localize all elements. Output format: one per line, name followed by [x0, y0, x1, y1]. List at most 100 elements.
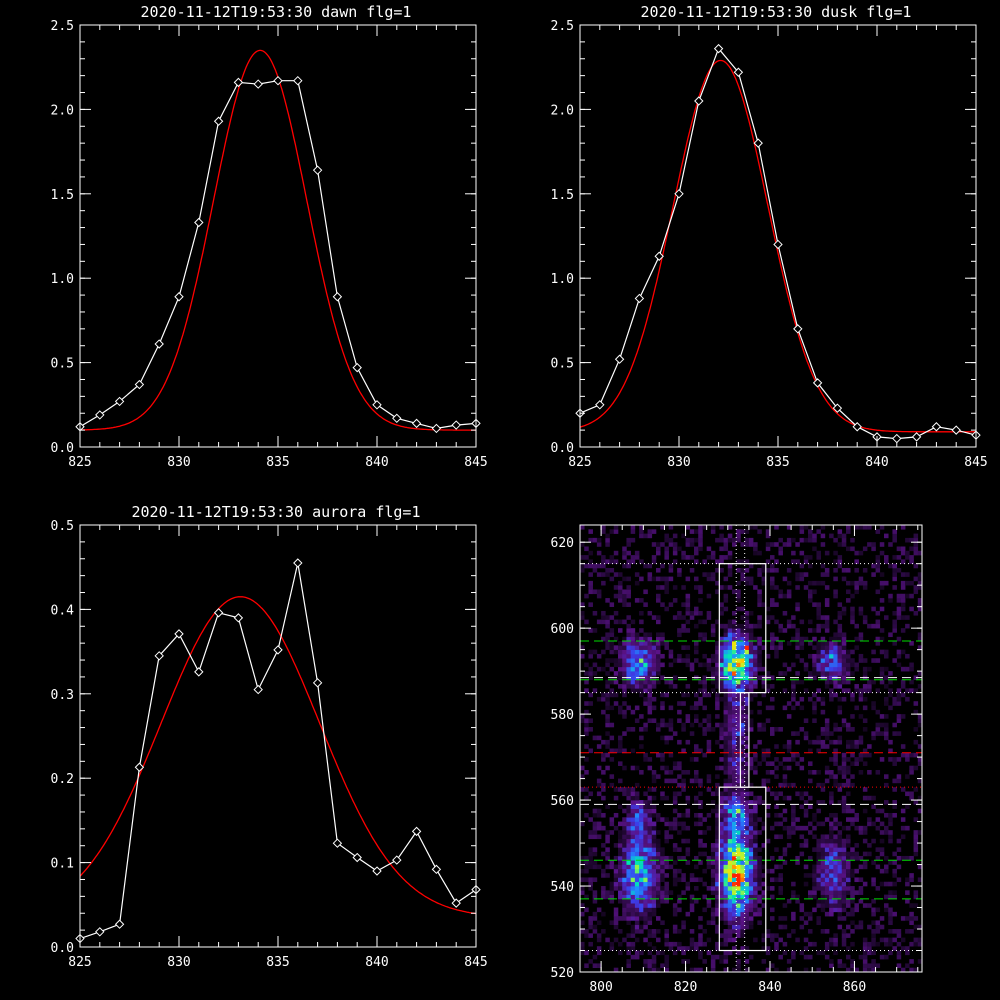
image-pixel: [723, 860, 729, 865]
image-pixel: [757, 868, 762, 874]
image-pixel: [837, 563, 843, 569]
image-pixel: [660, 675, 665, 681]
image-pixel: [850, 744, 855, 749]
image-pixel: [647, 705, 653, 711]
image-pixel: [765, 546, 771, 552]
image-pixel: [740, 739, 745, 745]
image-pixel: [643, 937, 648, 943]
image-pixel: [748, 679, 754, 685]
image-pixel: [702, 662, 707, 668]
image-pixel: [723, 576, 729, 582]
image-pixel: [846, 886, 851, 891]
image-pixel: [668, 567, 674, 573]
image-pixel: [677, 847, 682, 852]
image-pixel: [871, 705, 876, 711]
image-pixel: [829, 881, 834, 887]
image-pixel: [744, 847, 750, 852]
image-pixel: [715, 847, 720, 852]
image-pixel: [618, 593, 623, 599]
image-pixel: [740, 894, 745, 900]
image-pixel: [846, 825, 851, 831]
image-pixel: [677, 774, 682, 779]
image-pixel: [774, 585, 779, 590]
image-pixel: [909, 920, 914, 926]
image-pixel: [647, 959, 653, 964]
image-pixel: [685, 606, 691, 612]
image-pixel: [879, 606, 885, 612]
image-pixel: [664, 929, 669, 934]
image-pixel: [605, 705, 610, 711]
image-pixel: [634, 916, 640, 921]
image-pixel: [736, 752, 741, 758]
image-pixel: [715, 825, 720, 831]
image-pixel: [715, 619, 720, 625]
image-pixel: [698, 662, 703, 668]
image-pixel: [774, 636, 779, 642]
image-pixel: [710, 954, 716, 960]
image-pixel: [580, 886, 585, 891]
image-pixel: [668, 679, 674, 685]
image-pixel: [719, 765, 724, 771]
image-pixel: [795, 559, 800, 564]
image-pixel: [774, 847, 779, 852]
image-pixel: [803, 873, 809, 878]
x-tick-label: 840: [758, 980, 781, 995]
image-pixel: [748, 817, 754, 822]
image-pixel: [816, 847, 821, 852]
image-pixel: [647, 933, 653, 938]
image-pixel: [744, 696, 750, 702]
image-pixel: [656, 542, 661, 547]
image-pixel: [723, 821, 729, 827]
image-pixel: [639, 886, 644, 891]
image-pixel: [862, 864, 868, 870]
image-pixel: [723, 868, 729, 874]
image-pixel: [643, 903, 648, 908]
y-tick-label: 1.0: [551, 272, 574, 287]
image-pixel: [846, 722, 851, 728]
y-tick-label: 520: [551, 966, 574, 981]
image-pixel: [875, 589, 881, 595]
image-pixel: [900, 550, 906, 556]
image-pixel: [748, 563, 754, 569]
image-pixel: [841, 649, 847, 655]
image-pixel: [884, 615, 889, 620]
image-pixel: [584, 812, 589, 818]
image-pixel: [677, 791, 682, 797]
image-pixel: [884, 731, 889, 736]
image-pixel: [879, 821, 885, 827]
image-pixel: [791, 731, 796, 736]
image-pixel: [643, 825, 648, 831]
image-pixel: [706, 812, 712, 818]
y-tick-label: 0.5: [51, 519, 74, 534]
image-pixel: [609, 881, 615, 887]
image-pixel: [757, 645, 762, 650]
image-pixel: [816, 641, 821, 646]
image-pixel: [723, 954, 729, 960]
image-pixel: [622, 701, 627, 706]
image-pixel: [715, 782, 720, 788]
image-pixel: [833, 778, 838, 784]
image-pixel: [736, 877, 741, 883]
image-pixel: [812, 834, 817, 840]
image-pixel: [694, 748, 699, 754]
image-pixel: [613, 855, 619, 861]
image-pixel: [584, 933, 589, 938]
image-pixel: [689, 705, 695, 711]
image-pixel: [812, 890, 817, 895]
image-pixel: [896, 606, 902, 612]
image-pixel: [618, 830, 623, 835]
image-pixel: [660, 847, 665, 852]
image-pixel: [723, 886, 729, 891]
image-pixel: [744, 890, 750, 895]
image-pixel: [630, 830, 636, 835]
image-pixel: [609, 666, 615, 672]
image-pixel: [744, 860, 750, 865]
image-pixel: [736, 834, 741, 840]
image-pixel: [677, 615, 682, 620]
image-pixel: [723, 537, 729, 543]
image-pixel: [879, 722, 885, 728]
image-pixel: [634, 868, 640, 874]
image-pixel: [824, 649, 830, 655]
image-pixel: [723, 851, 729, 857]
image-pixel: [837, 739, 843, 745]
